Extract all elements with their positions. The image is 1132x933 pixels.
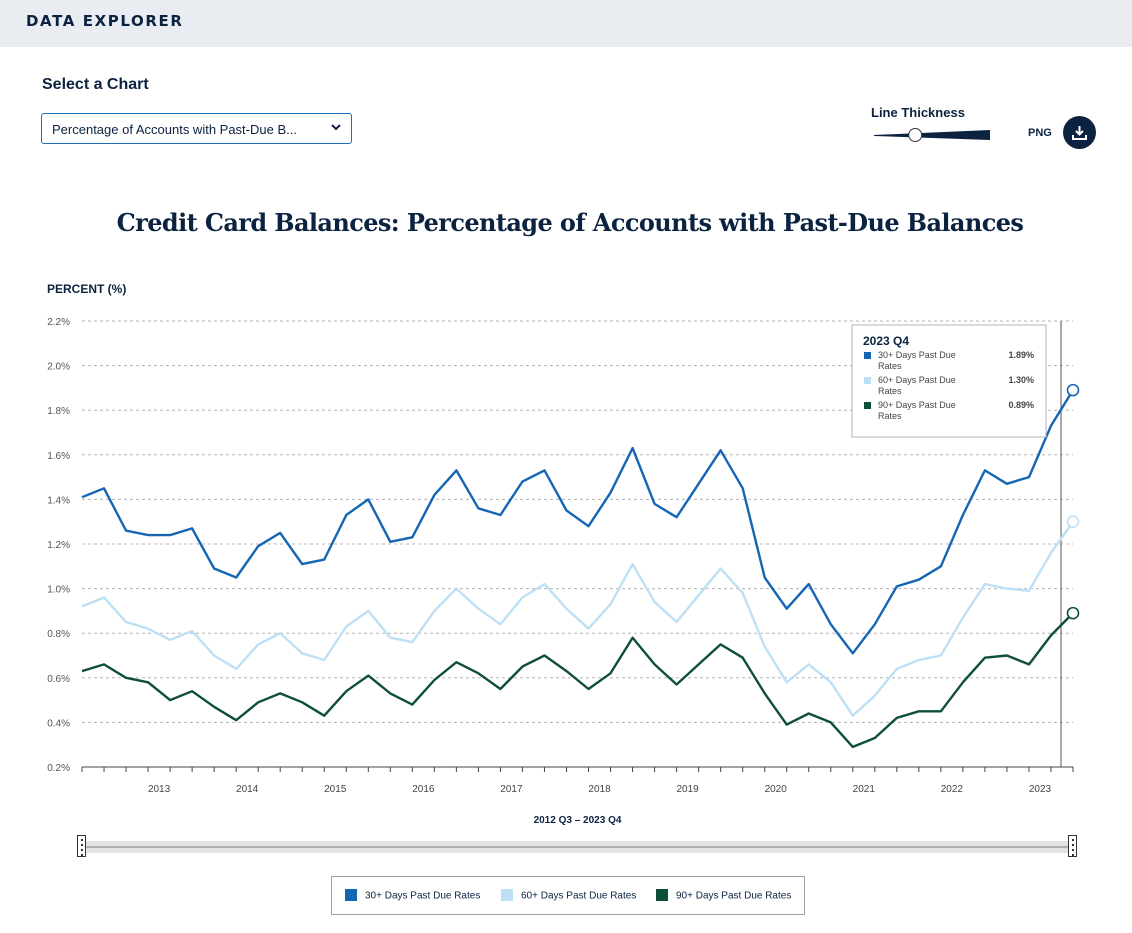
y-tick-label: 1.2% (47, 540, 70, 551)
legend-label: 90+ Days Past Due Rates (676, 890, 792, 902)
tooltip-value: 0.89% (1008, 400, 1034, 410)
y-tick-label: 0.4% (47, 718, 70, 729)
x-tick-label: 2021 (853, 784, 876, 795)
tooltip-swatch (864, 402, 871, 409)
tooltip-value: 1.30% (1008, 375, 1034, 385)
slider-track (874, 130, 990, 140)
y-tick-label: 1.0% (47, 585, 70, 596)
legend-swatch (501, 889, 513, 901)
y-tick-label: 2.2% (47, 317, 70, 328)
legend-item-60-days[interactable]: 60+ Days Past Due Rates (501, 889, 637, 902)
select-chart-label: Select a Chart (42, 76, 149, 93)
chart-legend: 30+ Days Past Due Rates 60+ Days Past Du… (331, 876, 805, 915)
top-bar: DATA EXPLORER (0, 0, 1132, 47)
chevron-down-icon (331, 124, 341, 131)
legend-label: 60+ Days Past Due Rates (521, 890, 637, 902)
x-tick-label: 2020 (765, 784, 788, 795)
range-slider-line (80, 846, 1075, 848)
tooltip-box (851, 324, 1047, 438)
chart-select-value: Percentage of Accounts with Past-Due B..… (52, 122, 297, 137)
series-end-marker[interactable] (1066, 515, 1080, 529)
legend-swatch (345, 889, 357, 901)
x-tick-label: 2023 (1029, 784, 1052, 795)
y-tick-label: 1.8% (47, 406, 70, 417)
y-tick-label: 0.6% (47, 674, 70, 685)
range-start-handle[interactable] (77, 835, 86, 857)
png-label: PNG (1028, 127, 1052, 139)
x-tick-label: 2018 (588, 784, 611, 795)
y-tick-label: 1.4% (47, 495, 70, 506)
tooltip-label: Rates (878, 411, 902, 421)
series-end-marker[interactable] (1066, 606, 1080, 620)
tooltip-label: Rates (878, 361, 902, 371)
series-line-3[interactable] (81, 612, 1074, 749)
chart-title: Credit Card Balances: Percentage of Acco… (116, 208, 1024, 237)
x-tick-label: 2015 (324, 784, 347, 795)
line-thickness-label: Line Thickness (871, 105, 965, 120)
range-label: 2012 Q3 – 2023 Q4 (533, 815, 622, 826)
legend-item-90-days[interactable]: 90+ Days Past Due Rates (656, 889, 792, 902)
legend-label: 30+ Days Past Due Rates (365, 890, 481, 902)
y-tick-label: 1.6% (47, 451, 70, 462)
line-thickness-slider[interactable] (872, 125, 992, 145)
x-tick-label: 2014 (236, 784, 259, 795)
series-line-2[interactable] (81, 521, 1074, 717)
slider-thumb[interactable] (908, 128, 923, 142)
tooltip-label: Rates (878, 386, 902, 396)
tooltip-label: 60+ Days Past Due (878, 375, 956, 385)
x-tick-label: 2013 (148, 784, 171, 795)
legend-swatch (656, 889, 668, 901)
y-axis-title: PERCENT (%) (47, 282, 127, 296)
x-tick-label: 2022 (941, 784, 964, 795)
download-icon (1072, 126, 1087, 140)
legend-item-30-days[interactable]: 30+ Days Past Due Rates (345, 889, 481, 902)
tooltip-swatch (864, 377, 871, 384)
app-title: DATA EXPLORER (26, 12, 184, 30)
x-tick-label: 2016 (412, 784, 435, 795)
series-end-marker[interactable] (1066, 383, 1080, 397)
x-tick-label: 2017 (500, 784, 523, 795)
tooltip-label: 30+ Days Past Due (878, 350, 956, 360)
range-end-handle[interactable] (1068, 835, 1077, 857)
chart-select-dropdown[interactable]: Percentage of Accounts with Past-Due B..… (41, 113, 352, 144)
tooltip-value: 1.89% (1008, 350, 1034, 360)
tooltip-swatch (864, 352, 871, 359)
x-tick-label: 2019 (676, 784, 699, 795)
tooltip-period: 2023 Q4 (863, 334, 909, 348)
y-tick-label: 0.8% (47, 629, 70, 640)
series-line-1[interactable] (81, 389, 1075, 655)
y-tick-label: 0.2% (47, 763, 70, 774)
y-tick-label: 2.0% (47, 362, 70, 373)
tooltip-label: 90+ Days Past Due (878, 400, 956, 410)
download-png-button[interactable] (1063, 116, 1096, 149)
